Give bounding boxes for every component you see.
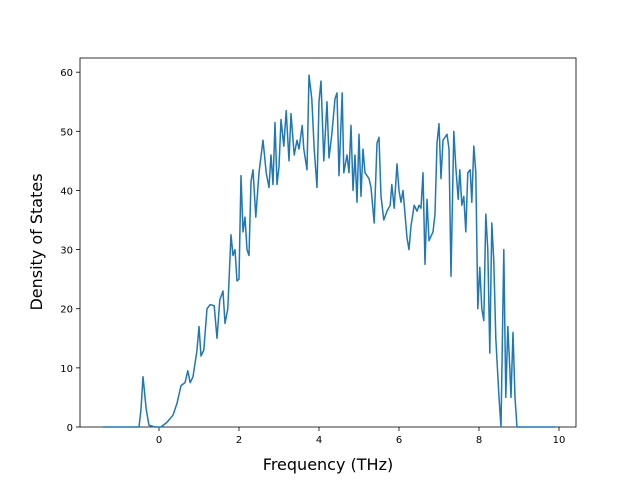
x-tick-label: 4 [316,435,322,446]
x-tick-label: 2 [236,435,242,446]
y-tick-label: 10 [60,364,73,375]
y-tick-label: 30 [60,246,73,257]
plot-frame [79,57,577,428]
x-tick-label: 6 [396,435,402,446]
y-tick-label: 50 [60,127,73,138]
y-axis-label: Density of States [27,173,46,310]
y-tick-label: 20 [60,305,73,316]
x-tick-label: 0 [156,435,162,446]
x-tick-label: 8 [476,435,482,446]
x-axis-label: Frequency (THz) [263,455,393,474]
data-line [103,74,555,428]
y-tick-label: 40 [60,186,73,197]
y-tick-label: 60 [60,68,73,79]
y-tick-label: 0 [67,423,73,434]
x-tick-label: 10 [553,435,566,446]
